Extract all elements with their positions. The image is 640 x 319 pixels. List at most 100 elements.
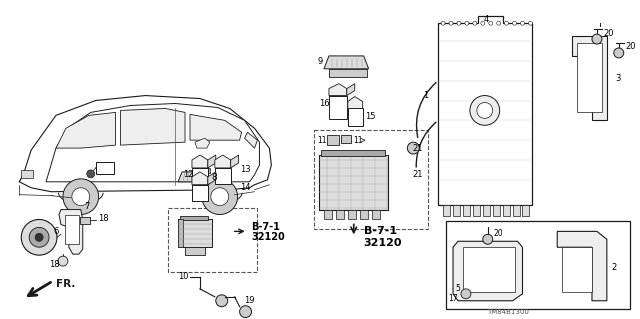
Circle shape bbox=[483, 234, 493, 244]
Text: 9: 9 bbox=[317, 57, 323, 66]
Circle shape bbox=[592, 34, 602, 44]
Text: B-7-1: B-7-1 bbox=[252, 222, 280, 233]
Circle shape bbox=[520, 21, 524, 25]
Text: 20: 20 bbox=[604, 29, 614, 38]
Bar bbox=[21, 170, 33, 178]
Circle shape bbox=[216, 295, 228, 307]
Circle shape bbox=[614, 48, 624, 58]
Bar bbox=[502, 204, 509, 217]
Bar bbox=[473, 204, 480, 217]
Text: FR.: FR. bbox=[56, 279, 76, 289]
Text: 10: 10 bbox=[178, 272, 189, 281]
Circle shape bbox=[202, 179, 237, 214]
Polygon shape bbox=[19, 96, 271, 192]
Text: 14: 14 bbox=[239, 183, 250, 192]
Text: 5: 5 bbox=[455, 284, 460, 293]
Text: 17: 17 bbox=[449, 294, 458, 303]
Bar bbox=[178, 219, 183, 247]
FancyArrowPatch shape bbox=[417, 83, 436, 137]
Bar bbox=[65, 214, 79, 244]
Circle shape bbox=[21, 219, 57, 255]
Bar bbox=[463, 247, 515, 292]
Polygon shape bbox=[244, 132, 257, 148]
Polygon shape bbox=[192, 155, 208, 168]
Bar bbox=[324, 210, 332, 219]
Text: 15: 15 bbox=[365, 112, 375, 121]
Text: 1: 1 bbox=[423, 91, 428, 100]
Text: 32120: 32120 bbox=[364, 238, 402, 248]
Bar bbox=[180, 216, 208, 220]
Polygon shape bbox=[178, 172, 210, 182]
Text: 2: 2 bbox=[612, 263, 617, 271]
Circle shape bbox=[72, 188, 90, 205]
Text: 16: 16 bbox=[319, 99, 330, 108]
Polygon shape bbox=[120, 108, 185, 145]
Circle shape bbox=[63, 179, 99, 214]
Polygon shape bbox=[230, 155, 239, 168]
Circle shape bbox=[497, 21, 500, 25]
Text: 18: 18 bbox=[49, 260, 60, 269]
Bar bbox=[321, 150, 385, 156]
Polygon shape bbox=[324, 56, 369, 69]
Polygon shape bbox=[572, 36, 607, 120]
Text: 7: 7 bbox=[84, 202, 90, 211]
Circle shape bbox=[477, 102, 493, 118]
Circle shape bbox=[465, 21, 469, 25]
Polygon shape bbox=[208, 172, 216, 185]
Bar bbox=[200, 168, 210, 173]
Bar bbox=[327, 135, 339, 145]
Bar bbox=[96, 162, 113, 174]
Bar bbox=[453, 204, 460, 217]
Bar bbox=[336, 210, 344, 219]
Bar bbox=[562, 247, 592, 292]
Polygon shape bbox=[319, 155, 388, 210]
Text: 18: 18 bbox=[98, 214, 108, 223]
Bar bbox=[215, 168, 230, 184]
Polygon shape bbox=[46, 103, 259, 182]
Bar bbox=[185, 247, 205, 255]
Bar bbox=[348, 210, 356, 219]
Text: 12: 12 bbox=[183, 170, 193, 179]
Polygon shape bbox=[190, 115, 241, 140]
FancyArrowPatch shape bbox=[416, 122, 436, 167]
Bar bbox=[577, 43, 602, 112]
Circle shape bbox=[441, 21, 445, 25]
Bar bbox=[168, 208, 257, 272]
Circle shape bbox=[473, 21, 477, 25]
Bar bbox=[522, 204, 529, 217]
Text: B-7-1: B-7-1 bbox=[364, 226, 397, 236]
Polygon shape bbox=[557, 231, 607, 301]
Circle shape bbox=[211, 188, 228, 205]
Polygon shape bbox=[195, 138, 210, 148]
Bar bbox=[348, 108, 363, 126]
Bar bbox=[372, 210, 380, 219]
Bar bbox=[329, 69, 367, 77]
Circle shape bbox=[461, 289, 471, 299]
Circle shape bbox=[449, 21, 453, 25]
Bar bbox=[192, 185, 208, 201]
Polygon shape bbox=[438, 16, 532, 204]
Text: 3: 3 bbox=[615, 74, 620, 83]
Bar bbox=[329, 96, 347, 119]
Text: 20: 20 bbox=[626, 42, 636, 51]
Polygon shape bbox=[348, 97, 363, 108]
Circle shape bbox=[470, 96, 500, 125]
Bar bbox=[443, 204, 450, 217]
Circle shape bbox=[481, 21, 484, 25]
Circle shape bbox=[239, 306, 252, 318]
Polygon shape bbox=[215, 155, 230, 168]
Text: 8: 8 bbox=[212, 173, 218, 182]
Bar bbox=[463, 204, 470, 217]
Text: 6: 6 bbox=[53, 227, 58, 236]
Polygon shape bbox=[347, 84, 355, 96]
Circle shape bbox=[504, 21, 509, 25]
Text: 21: 21 bbox=[413, 170, 423, 179]
Bar bbox=[192, 168, 208, 184]
Bar bbox=[341, 135, 351, 143]
Text: 4: 4 bbox=[483, 15, 488, 24]
Bar bbox=[80, 218, 90, 225]
Polygon shape bbox=[56, 112, 116, 148]
Bar bbox=[446, 221, 630, 309]
Circle shape bbox=[513, 21, 516, 25]
Bar bbox=[360, 210, 367, 219]
